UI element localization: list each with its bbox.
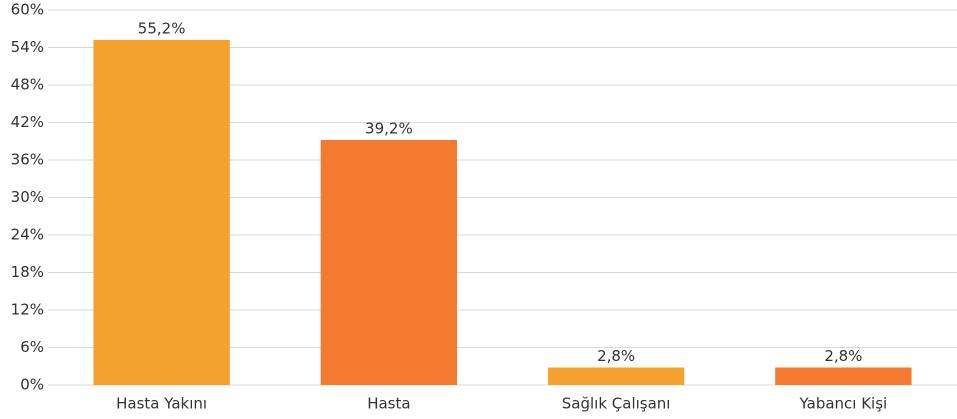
y-tick-label: 0% bbox=[20, 376, 44, 394]
y-tick-label: 6% bbox=[20, 338, 44, 356]
y-tick-label: 36% bbox=[11, 151, 44, 169]
y-tick-label: 18% bbox=[11, 263, 44, 281]
y-tick-label: 42% bbox=[11, 113, 44, 131]
data-label: 39,2% bbox=[365, 120, 413, 138]
y-tick-label: 12% bbox=[11, 301, 44, 319]
bar bbox=[93, 40, 230, 385]
y-tick-label: 30% bbox=[11, 188, 44, 206]
y-tick-label: 24% bbox=[11, 226, 44, 244]
y-tick-label: 48% bbox=[11, 76, 44, 94]
x-tick-label: Hasta Yakını bbox=[116, 395, 207, 413]
x-tick-label: Hasta bbox=[367, 395, 410, 413]
x-tick-label: Yabancı Kişi bbox=[799, 395, 888, 413]
data-label: 2,8% bbox=[597, 347, 635, 365]
x-tick-label: Sağlık Çalışanı bbox=[562, 395, 671, 413]
bar bbox=[320, 140, 458, 385]
bar bbox=[775, 367, 912, 385]
data-label: 55,2% bbox=[138, 20, 186, 38]
data-label: 2,8% bbox=[824, 347, 862, 365]
bar bbox=[547, 367, 685, 385]
y-tick-label: 54% bbox=[11, 38, 44, 56]
y-tick-label: 60% bbox=[11, 1, 44, 19]
